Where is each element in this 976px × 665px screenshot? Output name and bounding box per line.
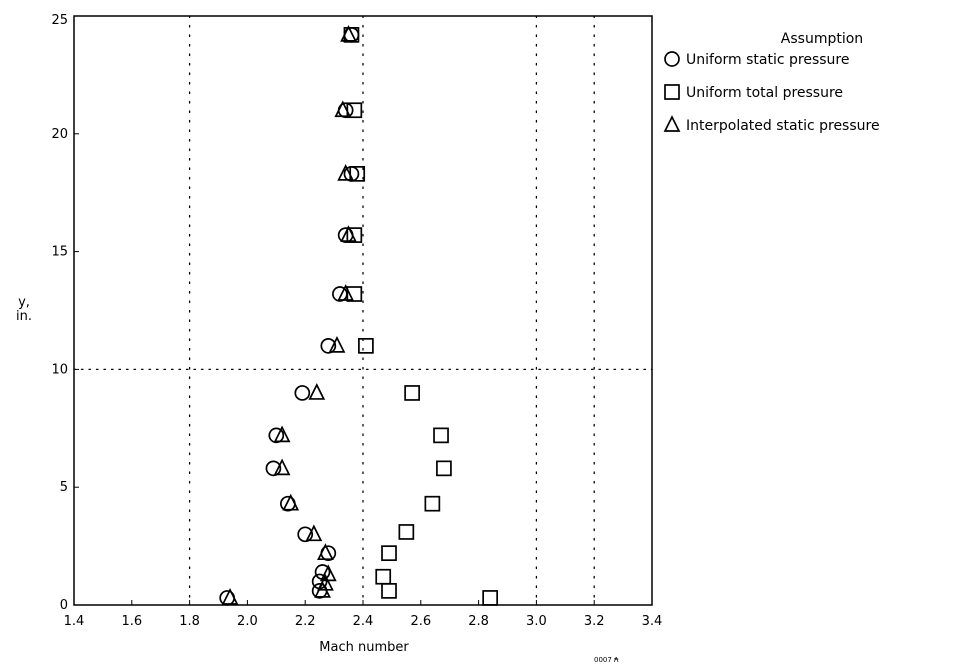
y-axis-title-line-2: in. <box>16 309 32 324</box>
legend-label: Uniform total pressure <box>686 85 843 101</box>
square-data-point <box>381 583 397 599</box>
x-tick-label: 2.0 <box>237 614 258 629</box>
x-tick-label: 3.4 <box>642 614 663 629</box>
grid-lines <box>73 15 653 606</box>
square-data-point <box>404 385 420 401</box>
square-data-point <box>346 227 363 243</box>
triangle-data-point <box>334 100 352 118</box>
y-tick-label: 15 <box>51 245 68 260</box>
x-tick-label: 1.6 <box>121 614 142 629</box>
triangle-data-point <box>308 383 326 400</box>
triangle-data-point <box>305 524 323 542</box>
triangle-data-point <box>221 588 239 605</box>
y-axis-title-line-1: y, <box>18 295 30 310</box>
axis-ticks: 1.4 1.6 1.8 2.0 2.2 2.4 2.6 2.8 3.0 3.2 3.4 0 5 10 15 2… <box>51 13 662 629</box>
legend-title: Assumption <box>781 31 863 47</box>
square-data-point <box>381 545 397 562</box>
triangle-data-point <box>273 425 291 443</box>
square-data-point <box>375 568 392 585</box>
x-tick-label: 2.2 <box>295 614 316 629</box>
circle-data-point <box>320 337 337 354</box>
x-tick-label: 2.4 <box>353 614 374 629</box>
y-tick-label: 10 <box>51 362 68 377</box>
triangle-data-point <box>340 24 357 42</box>
legend-circle-marker <box>664 51 680 67</box>
circle-data-point <box>297 526 314 543</box>
x-tick-label: 2.8 <box>468 614 489 629</box>
legend: Assumption Uniform static pressure Unifor… <box>663 31 880 134</box>
legend-square-marker <box>664 84 680 100</box>
data-markers <box>219 24 499 606</box>
square-data-point <box>346 286 363 302</box>
square-data-point <box>398 524 415 540</box>
circle-data-point <box>268 427 285 444</box>
y-tick-label: 25 <box>51 13 68 28</box>
square-data-point <box>482 590 499 606</box>
triangle-data-point <box>337 284 355 301</box>
triangle-data-point <box>319 564 337 582</box>
triangle-data-point <box>337 163 355 181</box>
square-data-point <box>424 495 441 512</box>
circle-data-point <box>294 385 311 401</box>
triangle-data-point <box>273 458 291 476</box>
footnote: 0007 ₳ <box>594 656 619 664</box>
y-tick-label: 0 <box>60 598 68 613</box>
triangle-data-point <box>340 225 357 242</box>
y-tick-label: 20 <box>51 127 68 142</box>
triangle-data-point <box>282 493 300 511</box>
legend-triangle-marker <box>663 115 681 132</box>
triangle-data-point <box>317 543 334 561</box>
legend-label: Uniform static pressure <box>686 52 849 68</box>
square-data-point <box>436 460 452 477</box>
square-data-point <box>433 427 449 444</box>
circle-data-point <box>265 460 282 477</box>
triangle-data-point <box>317 573 334 591</box>
legend-label: Interpolated static pressure <box>686 118 880 134</box>
x-tick-label: 3.0 <box>526 614 547 629</box>
square-data-point <box>358 337 374 354</box>
x-axis-title: Mach number <box>319 640 409 655</box>
x-tick-label: 3.2 <box>584 614 605 629</box>
x-tick-label: 1.8 <box>179 614 200 629</box>
y-tick-label: 5 <box>60 480 68 495</box>
x-tick-label: 1.4 <box>64 614 85 629</box>
triangle-data-point <box>328 335 346 353</box>
x-tick-label: 2.6 <box>410 614 431 629</box>
